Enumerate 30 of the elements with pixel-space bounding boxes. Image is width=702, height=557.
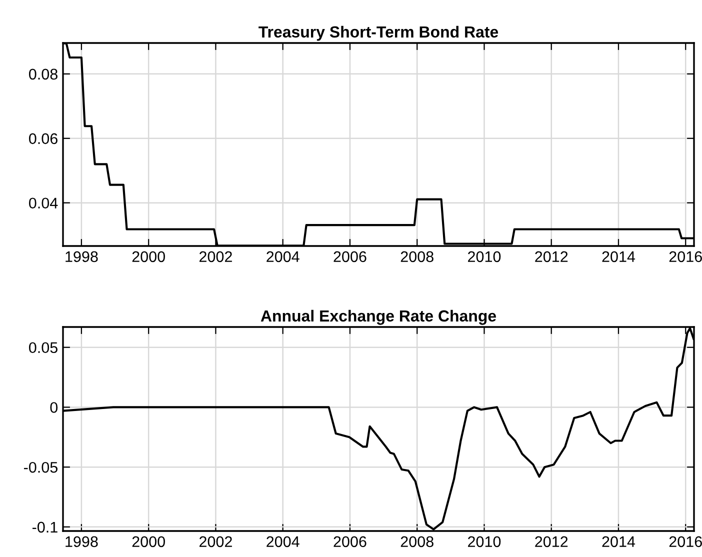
- x-tick-label: 2010: [468, 536, 501, 548]
- y-tick-label: 0.05: [29, 342, 58, 354]
- line-series: [63, 327, 694, 530]
- x-tick-label: 1998: [66, 251, 98, 262]
- x-tick-label: 2002: [199, 536, 232, 548]
- y-tick-label: 0.04: [29, 198, 58, 209]
- x-tick-label: 2010: [468, 251, 501, 262]
- x-tick-label: 2012: [535, 251, 568, 262]
- chart-title: Treasury Short-Term Bond Rate: [258, 26, 498, 41]
- y-tick-label: 0.06: [29, 133, 58, 144]
- chart-title: Annual Exchange Rate Change: [260, 310, 496, 325]
- x-tick-label: 2008: [400, 251, 434, 262]
- x-tick-label: 2012: [535, 536, 568, 548]
- x-tick-label: 2000: [132, 536, 165, 548]
- x-tick-label: 2002: [199, 251, 232, 262]
- x-tick-label: 2006: [334, 536, 366, 548]
- x-tick-label: 2016: [669, 251, 702, 262]
- y-tick-label: -0.05: [24, 462, 58, 473]
- y-tick-label: 0.08: [29, 68, 58, 80]
- x-tick-label: 2014: [602, 251, 636, 262]
- y-tick-label: -0.1: [32, 522, 58, 533]
- x-tick-label: 2006: [334, 251, 366, 262]
- x-tick-label: 2004: [266, 251, 300, 262]
- x-tick-label: 2004: [266, 536, 300, 548]
- x-tick-label: 2016: [669, 536, 702, 548]
- y-tick-label: 0: [50, 402, 58, 413]
- x-tick-label: 2014: [602, 536, 636, 548]
- x-tick-label: 1998: [66, 536, 98, 548]
- x-tick-label: 2000: [132, 251, 165, 262]
- x-tick-label: 2008: [400, 536, 434, 548]
